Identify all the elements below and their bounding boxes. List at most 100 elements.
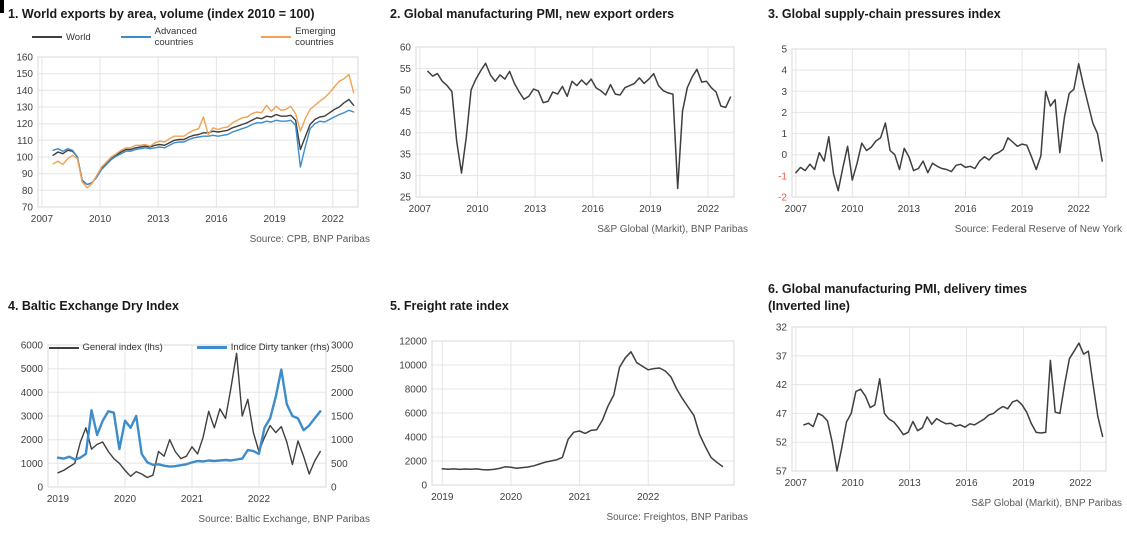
svg-text:2022: 2022: [322, 214, 345, 225]
svg-text:80: 80: [22, 186, 34, 197]
svg-text:1500: 1500: [331, 412, 354, 423]
svg-text:2000: 2000: [21, 435, 44, 446]
svg-text:2013: 2013: [147, 214, 170, 225]
chart-world-exports: 1. World exports by area, volume (index …: [8, 6, 370, 245]
svg-text:55: 55: [400, 64, 412, 75]
svg-text:60: 60: [400, 43, 412, 54]
svg-text:0: 0: [421, 481, 427, 492]
svg-text:1000: 1000: [21, 459, 44, 470]
svg-text:2016: 2016: [954, 204, 977, 215]
svg-text:160: 160: [16, 53, 33, 64]
svg-text:2022: 2022: [1069, 478, 1092, 489]
svg-text:57: 57: [776, 467, 788, 478]
svg-text:2019: 2019: [1011, 204, 1034, 215]
svg-text:32: 32: [776, 323, 788, 334]
svg-text:500: 500: [331, 459, 348, 470]
chart-source: S&P Global (Markit), BNP Paribas: [597, 224, 748, 235]
svg-text:2020: 2020: [114, 494, 137, 505]
chart-freight-rate-index: 5. Freight rate index 2019 2020 2021 2022 0 2…: [390, 298, 748, 523]
legend-item-emerging: Emerging countries: [261, 26, 370, 48]
legend: World Advanced countries Emerging countr…: [8, 26, 370, 48]
svg-text:45: 45: [400, 107, 412, 118]
svg-text:0: 0: [331, 483, 337, 494]
legend-item-advanced: Advanced countries: [120, 26, 231, 48]
plot-area: 2007 2010 2013 2016 2019 2022 32 37 42 47 52 57: [768, 321, 1122, 491]
chart-supply-chain-pressure: 3. Global supply-chain pressures index 2…: [768, 6, 1122, 235]
svg-text:37: 37: [776, 351, 788, 362]
chart-baltic-dry-index: 4. Baltic Exchange Dry Index 2019 2020 202…: [8, 298, 370, 525]
svg-text:30: 30: [400, 171, 412, 182]
chart-source: Source: Freightos, BNP Paribas: [606, 512, 748, 523]
svg-text:50: 50: [400, 85, 412, 96]
legend-swatch: [32, 36, 62, 38]
svg-text:3: 3: [781, 87, 787, 98]
svg-text:-2: -2: [778, 193, 787, 204]
svg-text:5: 5: [781, 45, 787, 56]
plot-area: 2007 2010 2013 2016 2019 2022 -2 -1 0 1 2 3 4 5: [768, 43, 1122, 217]
svg-text:2016: 2016: [582, 204, 605, 215]
svg-text:52: 52: [776, 438, 788, 449]
chart-source: Source: CPB, BNP Paribas: [249, 234, 370, 245]
chart-title: 2. Global manufacturing PMI, new export …: [390, 7, 675, 21]
svg-text:2013: 2013: [898, 204, 921, 215]
chart-source: Source: Baltic Exchange, BNP Paribas: [198, 514, 370, 525]
svg-text:12000: 12000: [399, 337, 427, 348]
svg-text:0: 0: [37, 483, 43, 494]
svg-text:2010: 2010: [466, 204, 489, 215]
svg-text:2019: 2019: [47, 494, 70, 505]
svg-text:10000: 10000: [399, 361, 427, 372]
svg-text:2019: 2019: [431, 492, 454, 503]
svg-text:6000: 6000: [405, 409, 428, 420]
svg-text:6000: 6000: [21, 341, 44, 352]
svg-text:-1: -1: [778, 171, 787, 182]
svg-text:47: 47: [776, 409, 788, 420]
svg-text:2022: 2022: [1068, 204, 1091, 215]
svg-text:4000: 4000: [21, 388, 44, 399]
chart-title: 6. Global manufacturing PMI, delivery ti…: [768, 282, 1028, 296]
svg-text:2019: 2019: [1012, 478, 1035, 489]
svg-text:2007: 2007: [785, 204, 808, 215]
svg-text:2010: 2010: [841, 204, 864, 215]
svg-text:1: 1: [781, 129, 787, 140]
svg-text:25: 25: [400, 193, 412, 204]
line-chart-pmi-delivery-times: 2007 2010 2013 2016 2019 2022 32 37 42 47 52 57: [776, 323, 1107, 489]
svg-text:140: 140: [16, 86, 33, 97]
legend-label: World: [66, 31, 91, 43]
legend-label: Emerging countries: [295, 26, 336, 48]
svg-text:2007: 2007: [785, 478, 808, 489]
svg-text:8000: 8000: [405, 385, 428, 396]
svg-text:5000: 5000: [21, 364, 44, 375]
svg-text:2021: 2021: [181, 494, 204, 505]
svg-text:130: 130: [16, 103, 33, 114]
svg-text:2016: 2016: [205, 214, 228, 225]
svg-text:2007: 2007: [31, 214, 54, 225]
plot-area: 2007 2010 2013 2016 2019 2022 25 30 35 40 45 50 55 60: [390, 41, 748, 217]
svg-text:4000: 4000: [405, 433, 428, 444]
svg-text:2007: 2007: [409, 204, 432, 215]
plot-area: 2019 2020 2021 2022 0 1000 2000 3000 4000 5000 600…: [8, 339, 370, 507]
svg-text:2: 2: [781, 108, 787, 119]
chart-title: 3. Global supply-chain pressures index: [768, 7, 1001, 21]
svg-text:110: 110: [17, 136, 33, 147]
svg-text:3000: 3000: [331, 341, 354, 352]
plot-area: 2007 2010 2013 2016 2019 2022 70 80 90 100 110 120 1…: [8, 51, 370, 227]
svg-text:100: 100: [16, 153, 33, 164]
page-corner-mark: [0, 0, 4, 13]
legend-swatch: [120, 36, 151, 38]
chart-source: S&P Global (Markit), BNP Paribas: [971, 498, 1122, 509]
line-chart-world-exports: 2007 2010 2013 2016 2019 2022 70 80 90 100 110 120 1…: [16, 53, 359, 225]
line-chart-pmi-new-export-orders: 2007 2010 2013 2016 2019 2022 25 30 35 40 45 50 55 60: [400, 43, 735, 215]
svg-text:2021: 2021: [568, 492, 591, 503]
svg-text:2019: 2019: [639, 204, 662, 215]
svg-text:2010: 2010: [842, 478, 865, 489]
line-chart-freight-rate-index: 2019 2020 2021 2022 0 2000 4000 6000 8000 10000 12…: [399, 337, 735, 503]
chart-source: Source: Federal Reserve of New York: [954, 224, 1122, 235]
chart-pmi-new-export-orders: 2. Global manufacturing PMI, new export …: [390, 6, 748, 235]
svg-text:0: 0: [781, 150, 787, 161]
svg-text:3000: 3000: [21, 412, 44, 423]
svg-text:2000: 2000: [331, 388, 354, 399]
svg-text:42: 42: [776, 380, 788, 391]
svg-text:35: 35: [400, 150, 412, 161]
svg-text:2020: 2020: [500, 492, 523, 503]
